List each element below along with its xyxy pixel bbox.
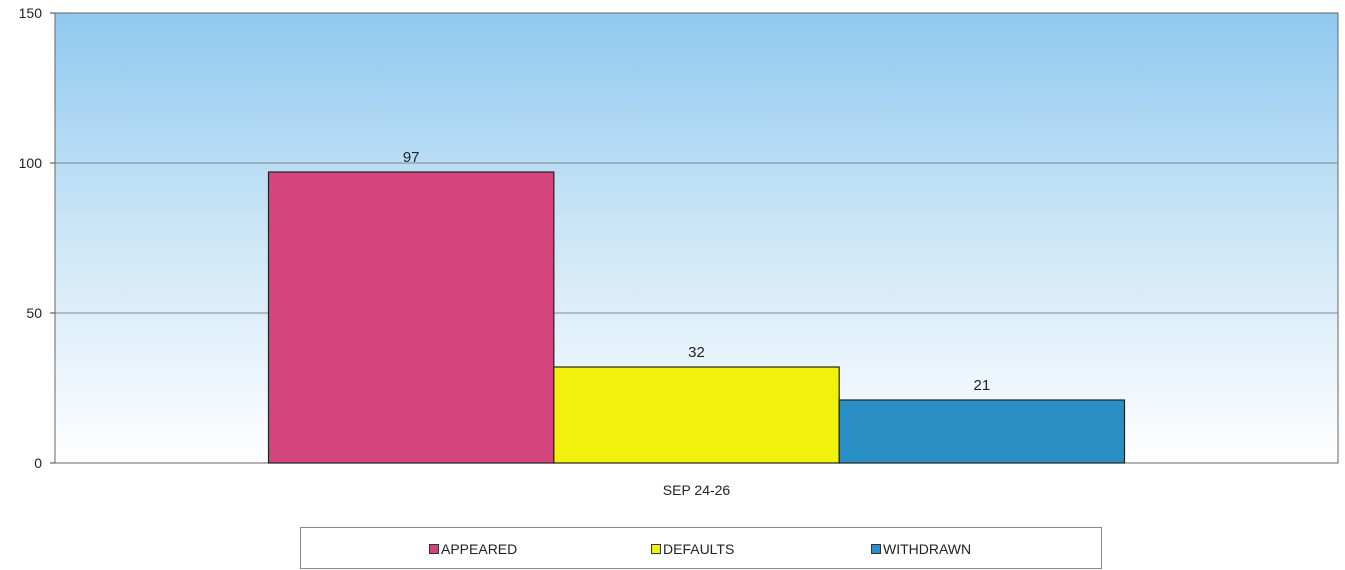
- data-label-defaults: 32: [688, 344, 705, 361]
- legend-swatch-defaults: [651, 544, 661, 554]
- legend-item-defaults: DEFAULTS: [651, 541, 734, 557]
- y-tick-label: 150: [19, 5, 43, 21]
- bar-chart: 97 32 21 0 50 100 150 SEP 24-26: [19, 5, 1339, 498]
- chart-legend: APPEARED DEFAULTS WITHDRAWN: [300, 527, 1102, 569]
- data-label-withdrawn: 21: [973, 377, 990, 394]
- legend-item-appeared: APPEARED: [429, 541, 517, 557]
- bar-appeared: [267, 171, 555, 464]
- y-tick-label: 100: [19, 155, 43, 171]
- legend-label-defaults: DEFAULTS: [663, 541, 735, 557]
- legend-label-withdrawn: WITHDRAWN: [883, 541, 972, 557]
- legend-swatch-withdrawn: [871, 544, 881, 554]
- legend-swatch-appeared: [429, 544, 439, 554]
- data-label-appeared: 97: [403, 149, 420, 166]
- y-tick-label: 50: [26, 305, 42, 321]
- bar-defaults: [553, 366, 840, 464]
- bar-withdrawn: [838, 399, 1126, 464]
- x-category-label: SEP 24-26: [663, 482, 731, 498]
- legend-label-appeared: APPEARED: [441, 541, 518, 557]
- y-tick-label: 0: [34, 455, 42, 471]
- legend-item-withdrawn: WITHDRAWN: [871, 541, 971, 557]
